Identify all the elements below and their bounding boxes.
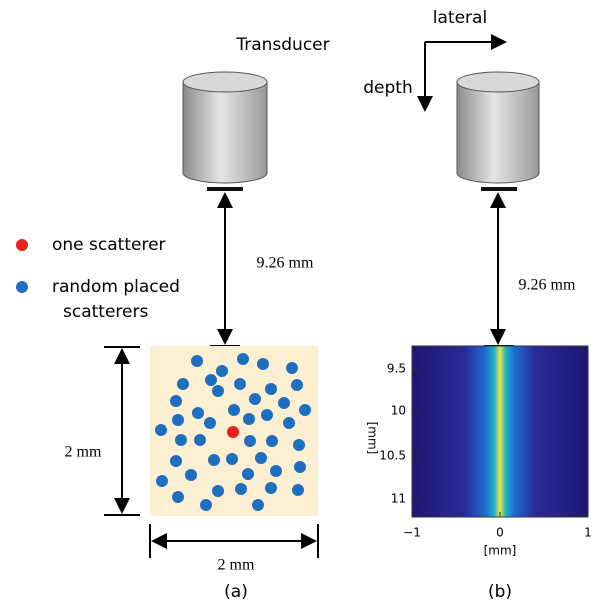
scatterer-dot xyxy=(235,483,247,495)
scatterer-dot xyxy=(242,468,254,480)
scatterer-dot xyxy=(212,485,224,497)
scatterer-dot xyxy=(249,393,261,405)
scatterer-dot xyxy=(175,434,187,446)
transducer-a xyxy=(183,72,267,191)
height-label: 2 mm xyxy=(65,444,102,461)
scatterer-dot xyxy=(257,358,269,370)
transducer-b xyxy=(457,72,539,191)
scatterer-dot xyxy=(192,407,204,419)
scatterer-dot xyxy=(261,409,273,421)
scatterer-dot xyxy=(278,397,290,409)
scatterer-dot xyxy=(155,424,167,436)
caption-a: (a) xyxy=(224,582,248,602)
caption-b: (b) xyxy=(488,582,512,602)
scatterer-dot xyxy=(299,404,311,416)
scatterer-dot xyxy=(156,475,168,487)
legend-random-1: random placed xyxy=(52,277,180,297)
scatterer-dot xyxy=(252,499,264,511)
y-axis-label: [mm] xyxy=(366,422,380,455)
scatterer-dot xyxy=(205,374,217,386)
scatterer-dot xyxy=(243,413,255,425)
lateral-label: lateral xyxy=(433,8,487,28)
x-tick-label: 0 xyxy=(496,526,504,540)
scatterer-dot xyxy=(228,404,240,416)
scatterer-dot xyxy=(226,453,238,465)
scatterer-dot xyxy=(270,465,282,477)
single-scatterer xyxy=(227,426,239,438)
x-tick-label: 1 xyxy=(584,526,592,540)
legend-red-dot xyxy=(16,239,28,251)
scatterer-dot xyxy=(204,417,216,429)
figure: Transducer lateral depth 9.26 mm 9.26 mm… xyxy=(0,0,595,608)
scatterer-dot xyxy=(265,482,277,494)
y-tick-label: 9.5 xyxy=(387,362,406,376)
scatterer-dot xyxy=(265,383,277,395)
scatterer-dot xyxy=(244,435,256,447)
scatterer-dot xyxy=(294,461,306,473)
scatterer-dot xyxy=(194,434,206,446)
legend-random-2: scatterers xyxy=(63,302,148,322)
x-axis-label: [mm] xyxy=(484,544,517,558)
scatterer-dot xyxy=(212,385,224,397)
scatterer-dot xyxy=(293,439,305,451)
legend-blue-dot xyxy=(16,281,28,293)
x-tick-label: −1 xyxy=(403,526,421,540)
scatterer-dot xyxy=(200,499,212,511)
scatterer-dot xyxy=(172,414,184,426)
distance-a: 9.26 mm xyxy=(257,255,314,272)
scatterer-dot xyxy=(170,395,182,407)
scatterer-dot xyxy=(234,378,246,390)
scatterer-dot xyxy=(292,484,304,496)
scatterer-dot xyxy=(286,362,298,374)
scatterer-dot xyxy=(237,353,249,365)
y-tick-label: 11 xyxy=(391,492,406,506)
distance-b: 9.26 mm xyxy=(519,277,576,294)
transducer-label: Transducer xyxy=(235,35,329,55)
scatterer-dot xyxy=(208,454,220,466)
scatterer-dot xyxy=(216,365,228,377)
scatterer-dot xyxy=(177,378,189,390)
scatterer-dot xyxy=(283,417,295,429)
scatterer-dot xyxy=(172,491,184,503)
scatterer-dot xyxy=(170,455,182,467)
legend-one: one scatterer xyxy=(52,235,166,255)
scatterer-dot xyxy=(185,469,197,481)
y-tick-label: 10 xyxy=(391,404,406,418)
beam-image xyxy=(412,346,588,517)
scatterer-dot xyxy=(255,452,267,464)
scatterer-dot xyxy=(266,435,278,447)
width-label: 2 mm xyxy=(218,557,255,574)
scatterer-dot xyxy=(191,355,203,367)
scatterer-dot xyxy=(291,379,303,391)
y-tick-label: 10.5 xyxy=(379,449,406,463)
depth-label: depth xyxy=(363,78,412,98)
